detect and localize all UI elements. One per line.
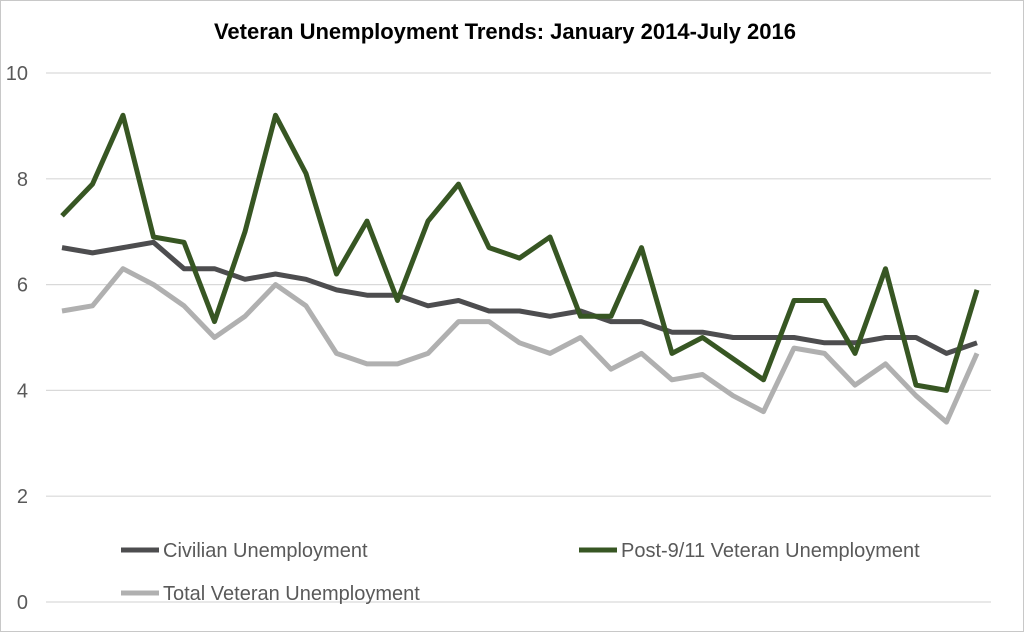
series-line-2 [61, 266, 980, 425]
y-tick-label: 10 [6, 63, 28, 85]
series-lines [60, 112, 980, 425]
y-tick-label: 4 [17, 380, 28, 402]
y-tick-label: 8 [17, 169, 28, 191]
gridlines [46, 72, 991, 603]
legend-label: Post-9/11 Veteran Unemployment [621, 540, 920, 562]
y-tick-label: 2 [17, 486, 28, 508]
series-line-1 [60, 112, 980, 393]
y-tick-label: 0 [17, 592, 28, 614]
legend-label: Civilian Unemployment [163, 540, 368, 562]
y-axis-ticks: 0 2 4 6 8 10 [6, 63, 28, 614]
y-tick-label: 6 [17, 275, 28, 297]
series-line-0 [61, 239, 978, 356]
legend-label: Total Veteran Unemployment [163, 583, 420, 605]
chart-title: Veteran Unemployment Trends: January 201… [214, 19, 796, 44]
legend: Civilian Unemployment Post-9/11 Veteran U… [121, 540, 920, 605]
